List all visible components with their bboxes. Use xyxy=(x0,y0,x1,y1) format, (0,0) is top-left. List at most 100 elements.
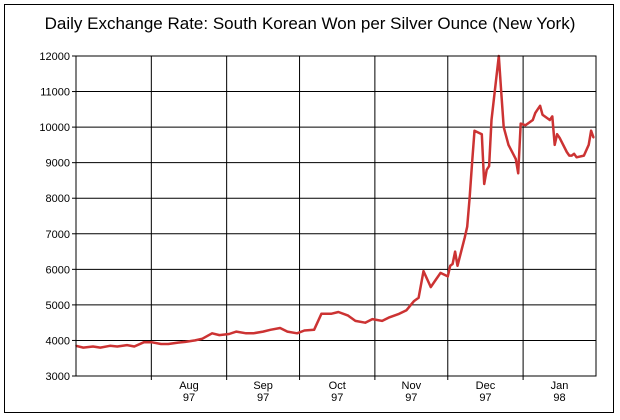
data-point xyxy=(245,332,247,335)
data-point xyxy=(532,119,534,121)
data-point xyxy=(313,328,315,331)
data-point xyxy=(570,154,573,157)
data-point xyxy=(502,126,505,128)
data-point xyxy=(473,129,476,132)
data-point xyxy=(143,341,145,344)
data-point xyxy=(235,330,238,333)
series-line xyxy=(75,54,595,349)
data-point xyxy=(194,339,196,342)
data-point xyxy=(446,275,449,278)
data-point xyxy=(551,115,554,118)
x-tick-month-label: Aug xyxy=(179,380,199,392)
data-point xyxy=(262,330,264,333)
data-point xyxy=(320,312,323,315)
grid-lines xyxy=(72,55,596,380)
x-tick-month-label: Oct xyxy=(329,380,346,392)
data-point xyxy=(330,312,332,315)
data-point xyxy=(488,165,490,168)
y-tick-label: 4000 xyxy=(46,335,70,347)
data-point xyxy=(515,158,517,160)
x-tick-year-label: 97 xyxy=(405,392,417,404)
y-tick-label: 10000 xyxy=(39,122,70,134)
chart-frame xyxy=(4,4,614,413)
data-point xyxy=(269,328,272,331)
x-tick-month-label: Jan xyxy=(551,380,569,392)
x-tick-month-label: Dec xyxy=(476,380,496,392)
data-point xyxy=(82,346,85,349)
chart-title: Daily Exchange Rate: South Korean Won pe… xyxy=(44,14,576,33)
data-point xyxy=(286,330,289,333)
data-point xyxy=(556,133,558,136)
data-point xyxy=(133,345,136,348)
data-point xyxy=(519,122,522,125)
y-axis-tick-labels: 3000 4000 5000 6000 7000 8000 9000 10000 11000 12… xyxy=(39,51,70,383)
y-tick-label: 7000 xyxy=(46,229,70,241)
data-point xyxy=(228,333,230,335)
data-point xyxy=(429,286,432,288)
y-tick-label: 3000 xyxy=(46,371,70,383)
data-point xyxy=(150,341,153,344)
data-point xyxy=(590,129,592,132)
data-point xyxy=(354,320,357,322)
data-point xyxy=(126,344,128,346)
data-point xyxy=(558,136,561,139)
data-point xyxy=(451,263,454,265)
data-point xyxy=(116,345,119,348)
data-point xyxy=(412,300,415,303)
data-point xyxy=(381,320,383,322)
data-point xyxy=(507,144,510,146)
data-point xyxy=(456,264,459,267)
data-point xyxy=(483,183,486,185)
plot-area-border xyxy=(75,55,597,377)
data-point xyxy=(454,250,456,253)
data-point xyxy=(371,318,374,320)
data-point xyxy=(463,236,466,239)
data-point xyxy=(211,332,213,335)
data-point xyxy=(184,341,187,343)
data-point xyxy=(583,154,585,157)
data-point xyxy=(252,332,255,335)
data-point xyxy=(517,172,520,175)
data-point xyxy=(296,332,298,335)
data-point xyxy=(500,90,503,93)
data-point xyxy=(480,133,483,136)
y-tick-label: 5000 xyxy=(46,300,70,312)
data-point xyxy=(575,156,578,159)
data-point xyxy=(466,225,469,228)
data-point xyxy=(490,119,493,121)
data-point xyxy=(279,327,281,329)
data-point xyxy=(388,316,391,319)
data-point xyxy=(434,279,437,281)
data-point xyxy=(524,124,527,127)
data-point xyxy=(201,337,204,340)
x-tick-month-label: Nov xyxy=(402,380,422,392)
x-tick-year-label: 97 xyxy=(257,392,269,404)
data-point xyxy=(109,344,111,347)
data-point xyxy=(566,151,568,153)
data-point xyxy=(539,104,541,107)
data-point xyxy=(417,296,420,299)
x-tick-month-label: Sep xyxy=(253,380,273,392)
data-point xyxy=(177,341,179,344)
data-point xyxy=(218,334,221,336)
x-tick-year-label: 97 xyxy=(183,392,195,404)
y-tick-label: 9000 xyxy=(46,158,70,170)
data-point xyxy=(549,119,551,121)
data-point xyxy=(568,154,571,157)
data-point xyxy=(347,314,349,317)
data-point xyxy=(99,346,102,349)
data-point xyxy=(534,112,537,114)
y-tick-label: 12000 xyxy=(39,51,70,63)
x-tick-year-label: 98 xyxy=(553,392,565,404)
data-point xyxy=(541,113,544,116)
data-point xyxy=(364,321,366,324)
data-point xyxy=(439,272,442,274)
data-point xyxy=(468,197,471,200)
data-point xyxy=(536,108,539,111)
series-layer xyxy=(75,54,595,349)
data-point xyxy=(553,144,556,146)
data-point xyxy=(92,345,94,348)
data-point xyxy=(485,168,488,171)
